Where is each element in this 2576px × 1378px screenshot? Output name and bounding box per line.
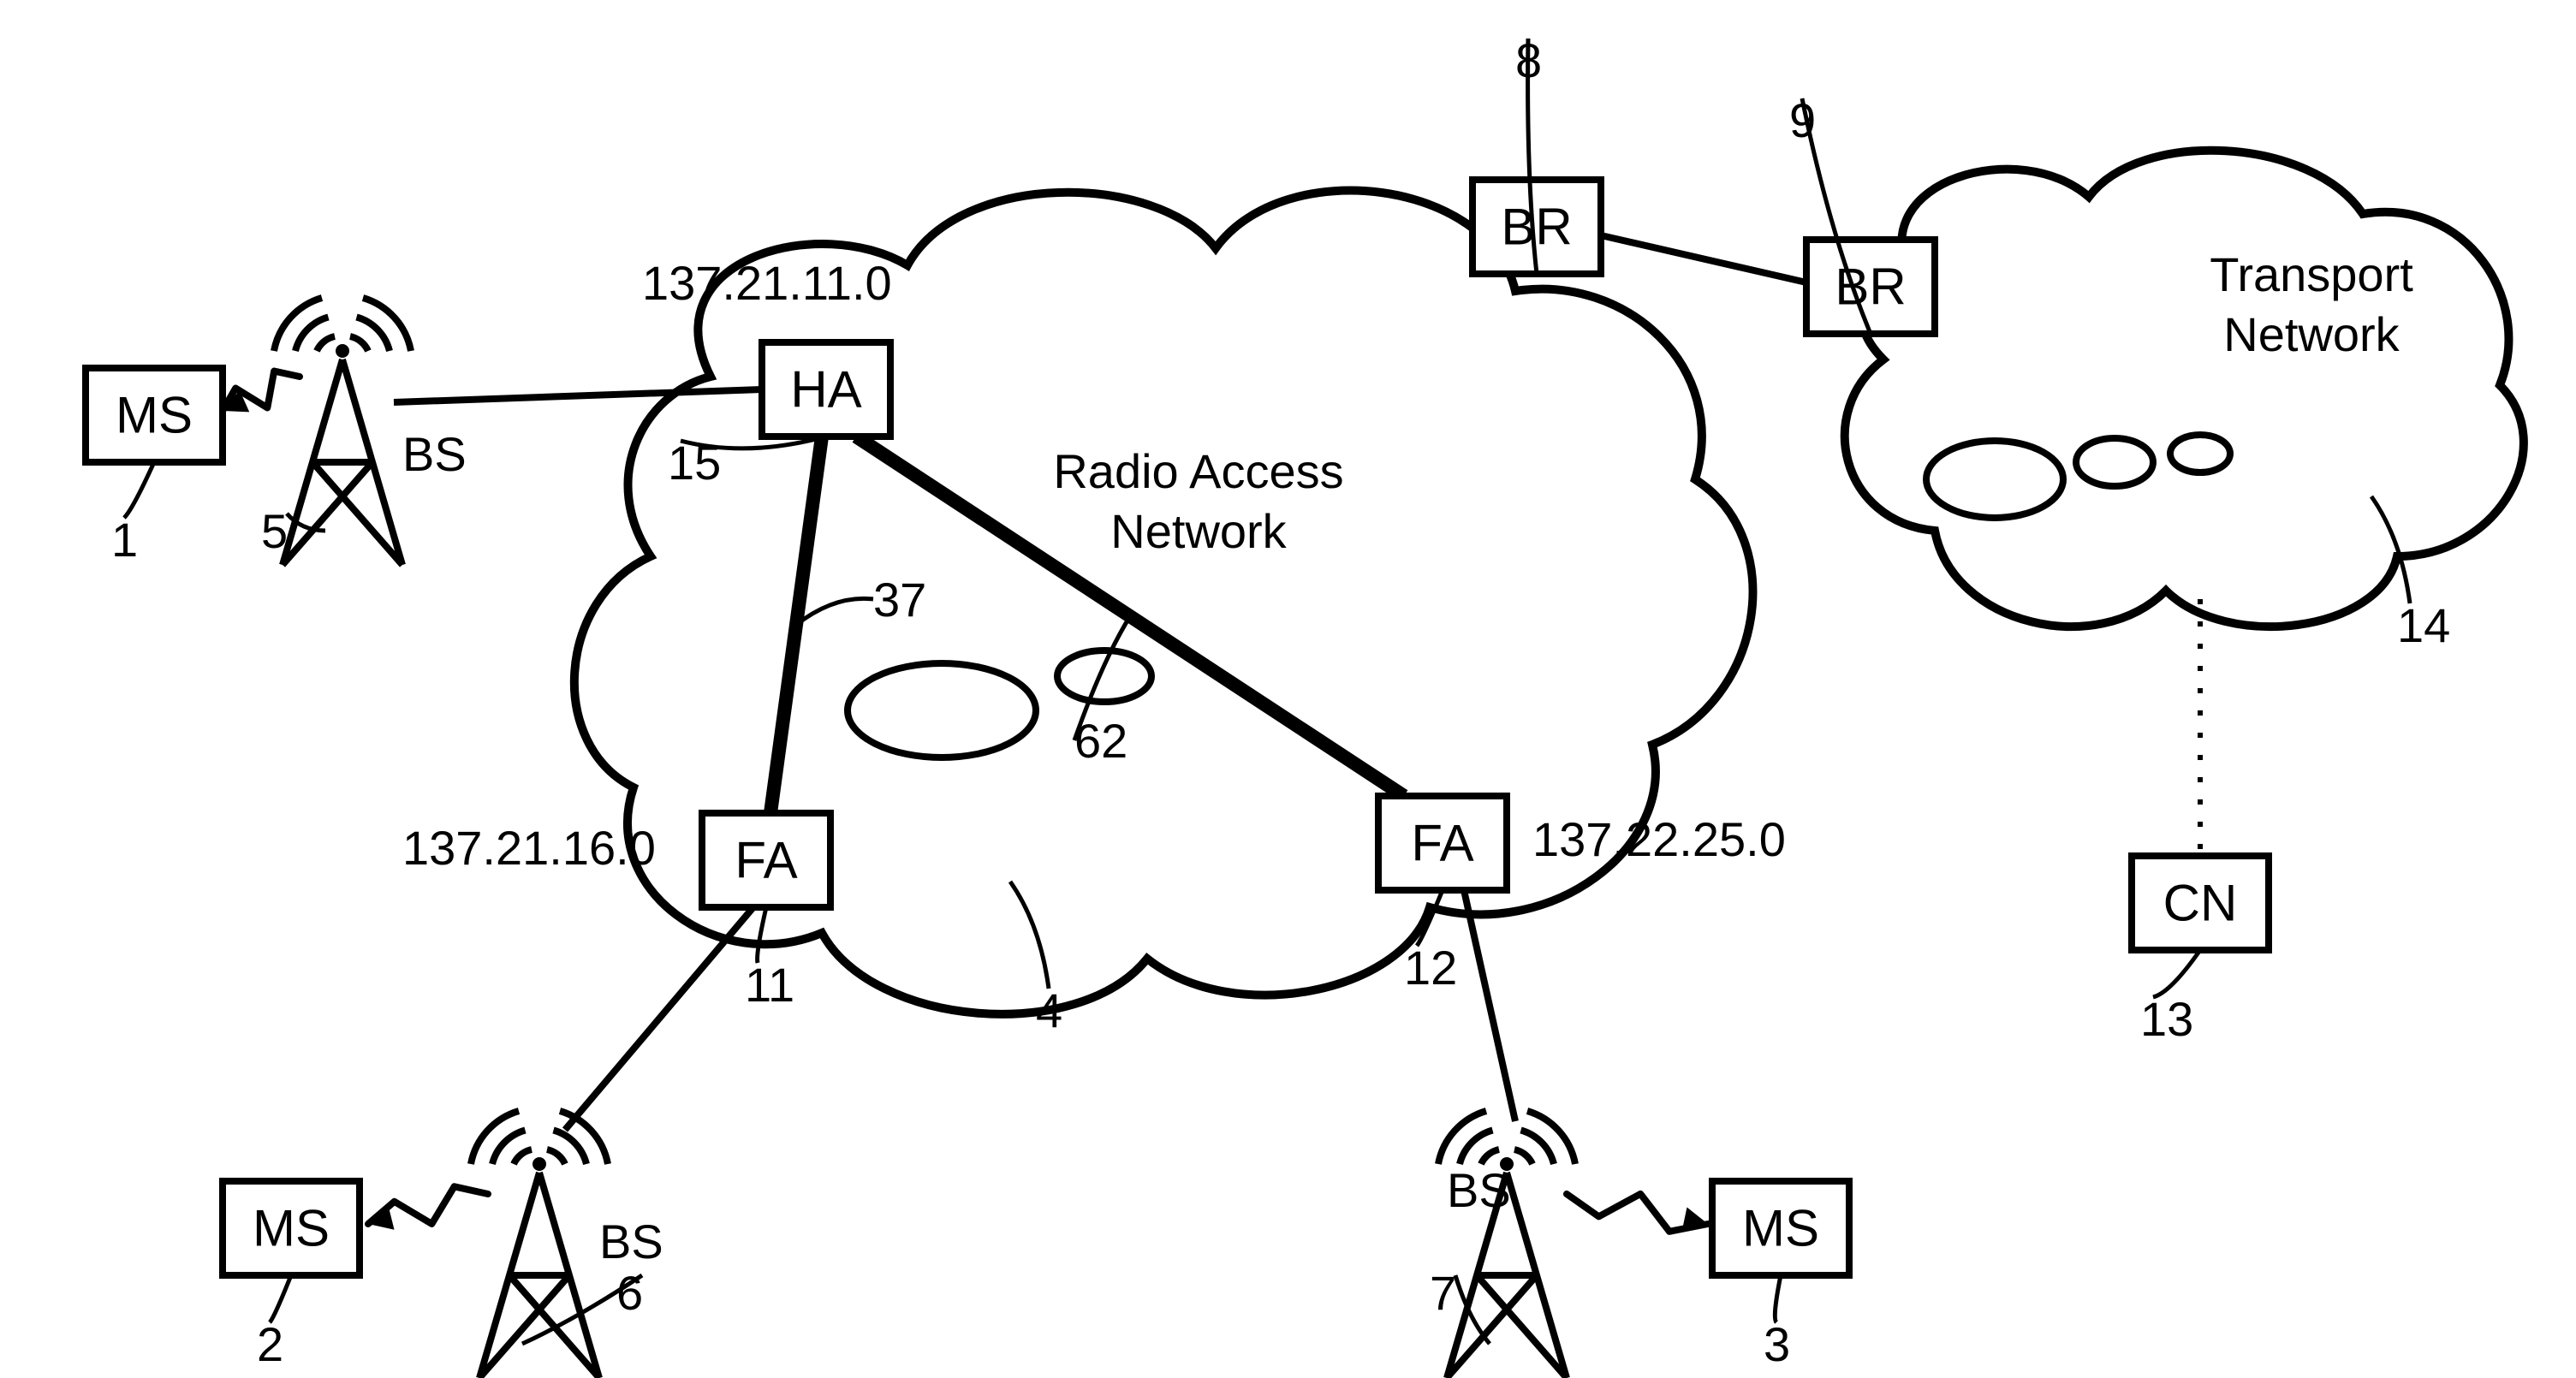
node-label-br1: BR (1501, 199, 1572, 256)
ref-bs7: 7 (1430, 1266, 1456, 1320)
bs-label-bs6: BS (599, 1215, 663, 1268)
ref-node-cn: 13 (2140, 992, 2193, 1046)
ref-node-br1: 8 (1515, 33, 1542, 87)
cloud-ran-label-2: Network (1110, 504, 1287, 558)
node-ms2: MS (223, 1181, 360, 1275)
leader-node-cn (2153, 950, 2200, 997)
bs-label-bs7: BS (1447, 1163, 1511, 1217)
node-label-ha: HA (790, 361, 861, 419)
cloud-ran-label-1: Radio Access (1053, 444, 1343, 498)
node-ms1: MS (86, 368, 223, 462)
base-station-bs7: BS (1438, 1111, 1575, 1378)
edge-br1-br2 (1601, 235, 1806, 282)
ref-node-fa2: 12 (1404, 941, 1457, 995)
ref-node-ms2: 2 (257, 1317, 283, 1371)
node-label-ms3: MS (1742, 1200, 1819, 1257)
node-ms3: MS (1712, 1181, 1849, 1275)
ip-ha: 137.21.11.0 (642, 256, 892, 310)
node-label-cn: CN (2163, 875, 2238, 932)
ip-fa2: 137.22.25.0 (1532, 812, 1786, 866)
node-label-fa2: FA (1411, 815, 1473, 872)
node-fa2: FA (1378, 796, 1507, 890)
node-label-ms1: MS (116, 387, 193, 444)
node-fa1: FA (702, 813, 830, 907)
bs-label-bs5: BS (402, 427, 467, 481)
leader-node-ms3 (1775, 1275, 1781, 1322)
edge-fa2-bs7 (1464, 890, 1515, 1121)
cloud-tn-label-2: Network (2223, 307, 2400, 361)
ref-bs6: 6 (616, 1266, 643, 1320)
node-br2: BR (1806, 240, 1935, 334)
ref-edge-62: 62 (1074, 714, 1127, 768)
ref-node-ha: 15 (668, 436, 721, 490)
ref-node-br2: 9 (1789, 93, 1816, 147)
ref-bs5: 5 (261, 504, 288, 558)
ref-cloud-ran: 4 (1036, 983, 1062, 1037)
edge-fa1-bs6 (565, 907, 753, 1130)
leader-node-ms2 (270, 1275, 291, 1322)
node-label-ms2: MS (253, 1200, 330, 1257)
base-station-bs6: BS (471, 1111, 663, 1378)
ref-node-ms1: 1 (111, 513, 138, 567)
ref-node-ms3: 3 (1764, 1317, 1790, 1371)
node-cn: CN (2132, 856, 2269, 950)
cloud-tn-label-1: Transport (2210, 247, 2413, 301)
cloud-tn: Transport Network (1845, 151, 2524, 627)
ip-fa1: 137.21.16.0 (402, 821, 656, 875)
network-diagram: Radio Access Network Transport Network B… (0, 0, 2576, 1378)
node-label-fa1: FA (735, 832, 797, 889)
node-ha: HA (762, 342, 890, 437)
ref-edge-37: 37 (873, 573, 926, 627)
ref-node-fa1: 11 (745, 958, 794, 1012)
ref-cloud-tn: 14 (2397, 598, 2450, 652)
leader-node-ms1 (124, 462, 154, 518)
